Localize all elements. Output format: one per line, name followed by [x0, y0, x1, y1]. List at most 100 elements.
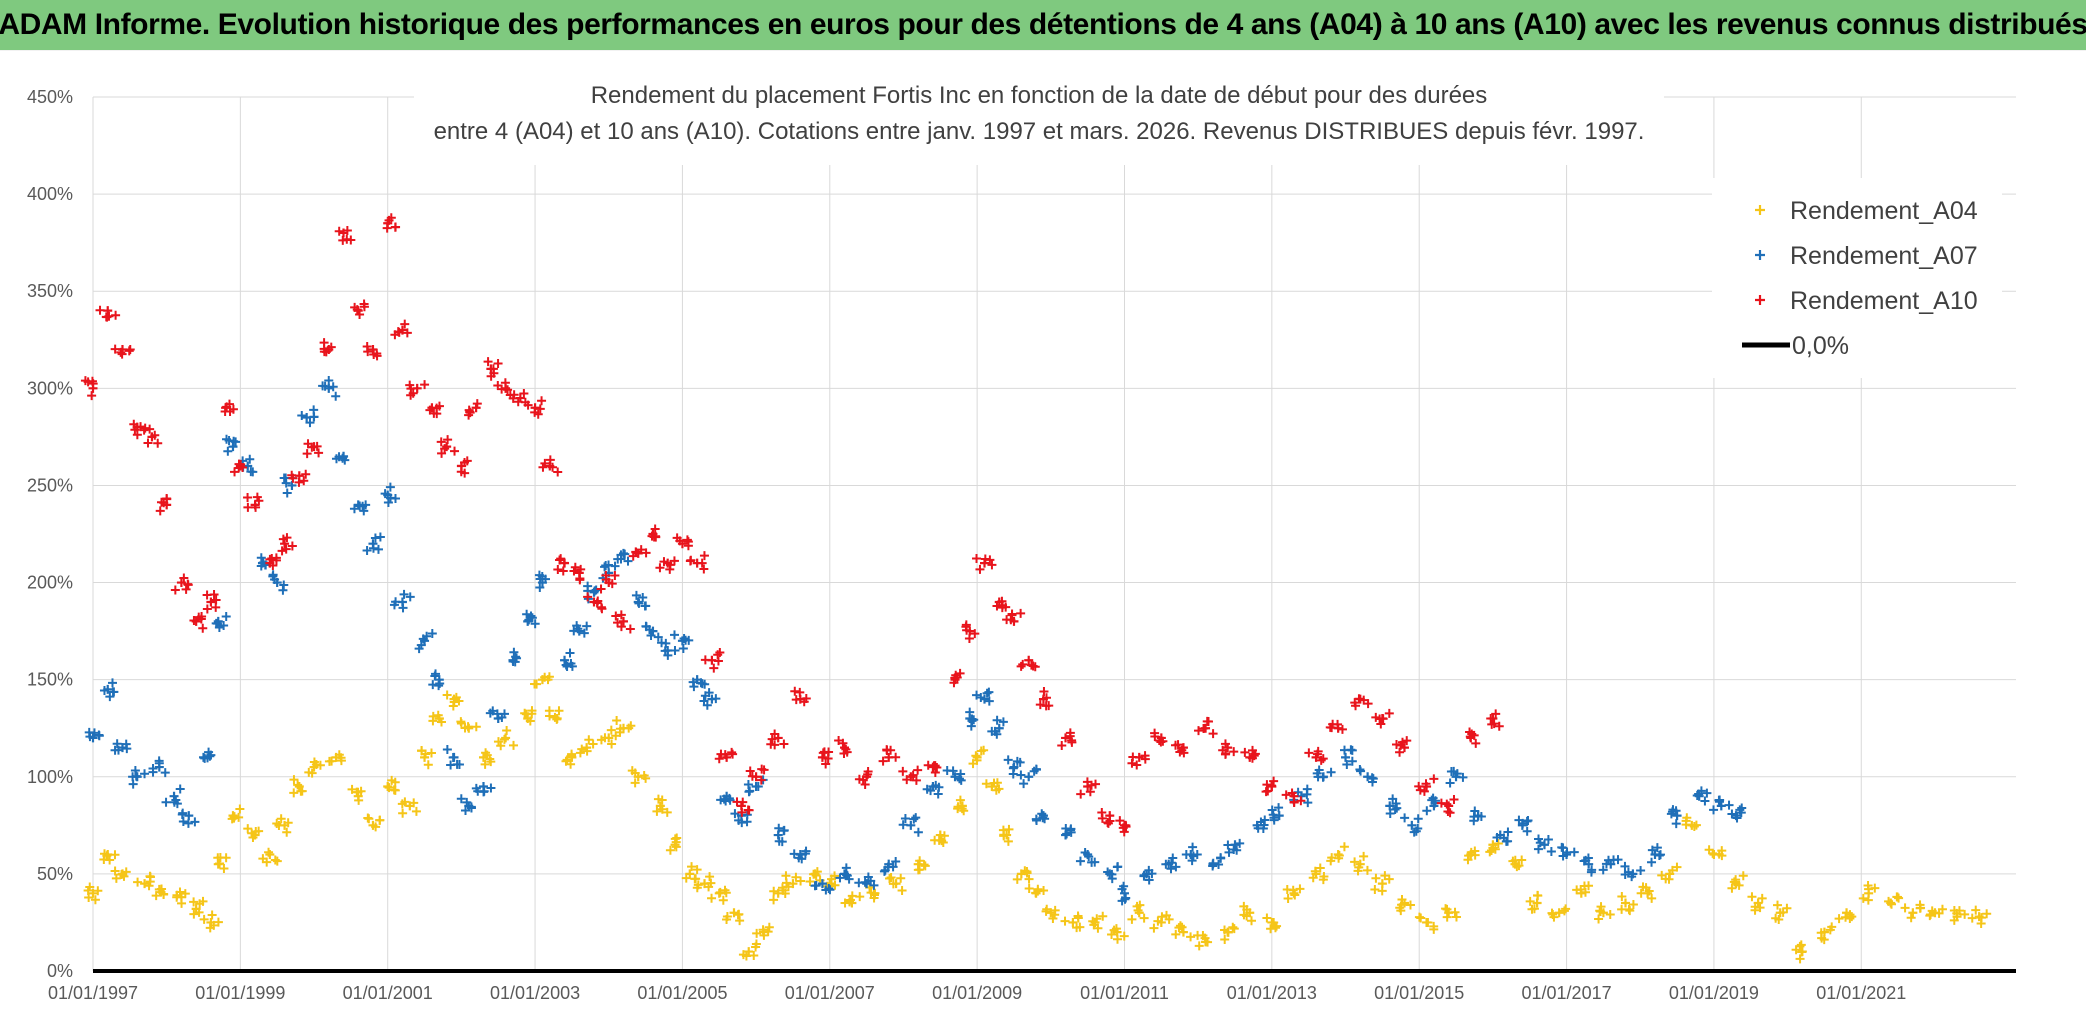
data-point-cluster [681, 873, 691, 883]
data-point-cluster [278, 585, 288, 595]
data-point-cluster [1543, 835, 1553, 845]
data-point-cluster [1340, 745, 1349, 755]
data-point-cluster [1157, 912, 1167, 922]
data-point-cluster [420, 380, 430, 390]
data-point-cluster [486, 783, 496, 793]
data-point-cluster [1559, 906, 1569, 916]
chart-legend: Rendement_A04 Rendement_A07 Rendement_A10 0… [1712, 178, 2002, 378]
data-point-cluster [1737, 803, 1747, 813]
data-point-cluster [909, 814, 919, 824]
data-point-cluster [835, 873, 845, 883]
data-point-cluster [1262, 780, 1272, 790]
data-point-cluster [509, 647, 519, 657]
data-point-cluster [1390, 804, 1400, 814]
x-tick-label: 01/01/2015 [1374, 983, 1464, 1003]
data-point-cluster [933, 789, 943, 799]
data-point-cluster [1442, 799, 1452, 809]
data-point-cluster [573, 624, 583, 634]
data-point-cluster [1119, 931, 1129, 941]
data-point-cluster [1375, 714, 1385, 724]
data-point-cluster [898, 820, 908, 830]
data-point-cluster [1834, 914, 1844, 924]
data-point-cluster [1494, 721, 1504, 731]
data-point-cluster [657, 804, 667, 814]
data-point-cluster [361, 500, 371, 510]
data-point-cluster [1008, 769, 1018, 779]
data-point-cluster [349, 504, 359, 514]
data-point-cluster [426, 748, 436, 758]
data-point-cluster [385, 482, 395, 492]
data-point-cluster [1926, 909, 1936, 919]
data-point-cluster [1076, 789, 1086, 799]
data-point-cluster [915, 856, 925, 866]
data-point-cluster [1149, 923, 1159, 933]
data-point-cluster [462, 797, 472, 807]
data-point-cluster [972, 553, 982, 563]
data-point-cluster [1127, 914, 1137, 924]
data-point-cluster [1139, 870, 1149, 880]
data-point-cluster [483, 357, 493, 367]
data-point-cluster [1647, 845, 1657, 855]
data-point-cluster [331, 391, 341, 401]
data-point-cluster [561, 756, 571, 766]
data-point-cluster [1097, 807, 1107, 817]
data-point-cluster [1423, 918, 1433, 928]
data-point-cluster [189, 897, 199, 907]
data-point-cluster [213, 917, 223, 927]
data-point-cluster [778, 885, 788, 895]
data-point-cluster [110, 850, 120, 860]
data-point-cluster [1229, 924, 1239, 934]
y-tick-label: 250% [27, 475, 73, 495]
data-point-cluster [992, 601, 1002, 611]
data-point-cluster [705, 872, 715, 882]
data-point-cluster [230, 467, 240, 477]
data-point-cluster [576, 564, 586, 574]
data-point-cluster [707, 893, 717, 903]
data-point-cluster [1035, 700, 1045, 710]
data-point-cluster [425, 405, 435, 415]
data-point-cluster [437, 448, 447, 458]
data-point-cluster [1220, 934, 1230, 944]
data-point-cluster [738, 950, 748, 960]
data-point-cluster [913, 827, 923, 837]
data-point-cluster [763, 927, 773, 937]
data-point-cluster [1003, 755, 1013, 765]
data-point-cluster [810, 881, 820, 891]
data-point [206, 597, 216, 607]
data-point-cluster [715, 887, 725, 897]
data-point-cluster [992, 729, 1002, 739]
data-point-cluster [1863, 895, 1873, 905]
data-point-cluster [493, 358, 503, 368]
data-point-cluster [652, 806, 662, 816]
data-point-cluster [984, 696, 994, 706]
data-point-cluster [433, 710, 443, 720]
data-point-cluster [177, 898, 187, 908]
data-point-cluster [386, 493, 396, 503]
data-point-cluster [1795, 954, 1805, 964]
data-point-cluster [268, 571, 278, 581]
data-point-cluster [660, 646, 670, 656]
data-point-cluster [896, 873, 906, 883]
data-point-cluster [1239, 910, 1249, 920]
data-point-cluster [1906, 913, 1916, 923]
data-point-cluster [1893, 892, 1903, 902]
data-point-cluster [891, 856, 901, 866]
data-point-cluster [1339, 842, 1349, 852]
data-point-cluster [1429, 924, 1439, 934]
data-point-cluster [1884, 896, 1894, 906]
data-point-cluster [1773, 900, 1782, 910]
series-Rendement_A07 [84, 376, 1747, 906]
data-point-cluster [565, 648, 575, 658]
data-point [176, 578, 186, 588]
y-tick-label: 200% [27, 573, 73, 593]
data-point-cluster [532, 679, 542, 689]
data-point-cluster [1256, 817, 1266, 827]
data-point-cluster [432, 403, 442, 413]
data-point-cluster [102, 312, 112, 322]
data-point-cluster [423, 760, 433, 770]
data-point-cluster [1202, 716, 1212, 726]
data-point-cluster [767, 734, 777, 744]
data-point-cluster [1445, 778, 1455, 788]
data-point-cluster [684, 635, 694, 645]
data-point-cluster [179, 573, 189, 583]
